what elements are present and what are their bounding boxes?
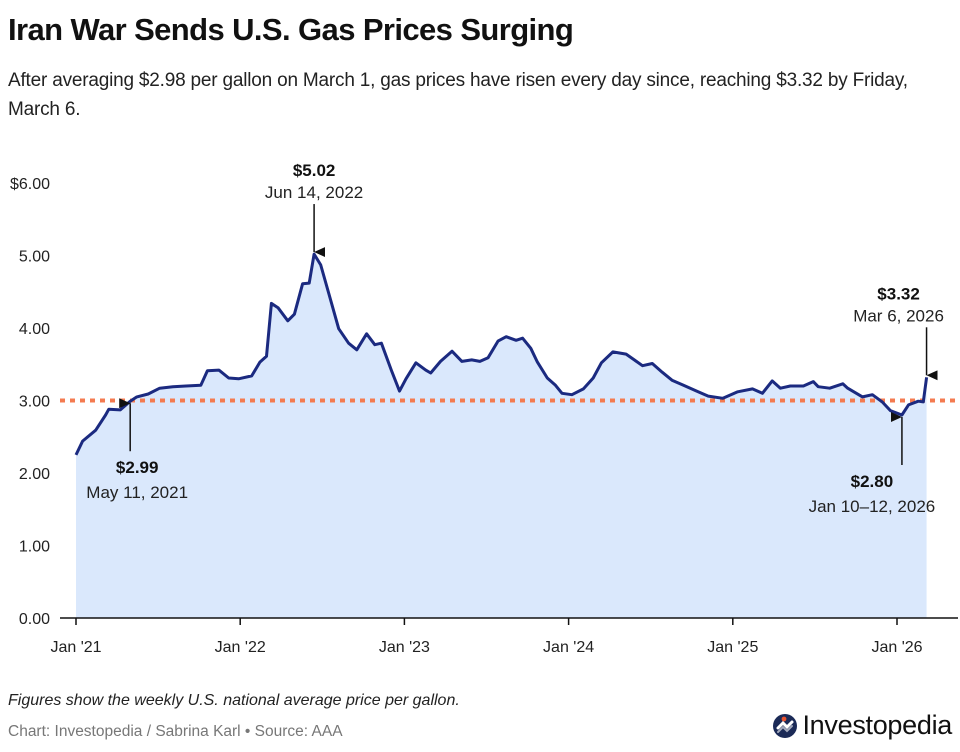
investopedia-logo-icon <box>773 713 798 738</box>
chart-title: Iran War Sends U.S. Gas Prices Surging <box>8 12 574 47</box>
x-tick-label: Jan '23 <box>379 639 430 656</box>
annotation: $5.02 Jun 14, 2022 <box>265 161 363 258</box>
annotation-date: Jun 14, 2022 <box>265 183 363 202</box>
y-axis: 0.00 1.00 2.00 3.00 4.00 5.00 $6.00 <box>10 176 50 628</box>
annotation-value: $3.32 <box>877 284 920 303</box>
annotation: $2.80 Jan 10–12, 2026 <box>809 412 936 516</box>
annotation: $3.32 Mar 6, 2026 <box>853 284 944 381</box>
annotation-date: Mar 6, 2026 <box>853 306 944 325</box>
annotation-value: $5.02 <box>293 161 336 180</box>
x-tick-label: Jan '22 <box>215 639 266 656</box>
y-tick-label: $6.00 <box>10 176 50 193</box>
y-tick-label: 4.00 <box>19 321 50 338</box>
gas-price-chart: 0.001.002.003.004.005.00$6.00 Jan '21 Jan… <box>10 161 958 656</box>
x-axis: Jan '21 Jan '22 Jan '23 Jan '24 Jan '25 Jan '… <box>50 618 923 656</box>
x-tick-label: Jan '26 <box>871 639 922 656</box>
x-tick-label: Jan '21 <box>50 639 101 656</box>
chart-subtitle: After averaging $2.98 per gallon on Marc… <box>8 70 908 120</box>
annotation-value: $2.80 <box>851 472 894 491</box>
price-line <box>74 252 929 456</box>
price-area-fill <box>76 254 927 618</box>
logo-text: Investopedia <box>802 710 952 740</box>
x-tick-label: Jan '25 <box>707 639 758 656</box>
investopedia-logo: Investopedia <box>772 710 952 741</box>
x-tick-label: Jan '24 <box>543 639 594 656</box>
y-tick-label: 3.00 <box>19 394 50 411</box>
y-tick-label: 0.00 <box>19 611 50 628</box>
y-tick-label: 5.00 <box>19 249 50 266</box>
y-tick-label: 1.00 <box>19 539 50 556</box>
annotations: $2.99 May 11, 2021 $5.02 Jun 14, 2022 $2.80 J… <box>86 161 944 516</box>
annotation-date: May 11, 2021 <box>86 483 188 502</box>
annotation-date: Jan 10–12, 2026 <box>809 497 936 516</box>
chart-credit: Chart: Investopedia / Sabrina Karl • Sou… <box>8 723 343 740</box>
chart-note: Figures show the weekly U.S. national av… <box>8 692 460 709</box>
annotation: $2.99 May 11, 2021 <box>86 398 188 502</box>
annotation-value: $2.99 <box>116 458 159 477</box>
y-tick-label: 2.00 <box>19 466 50 483</box>
